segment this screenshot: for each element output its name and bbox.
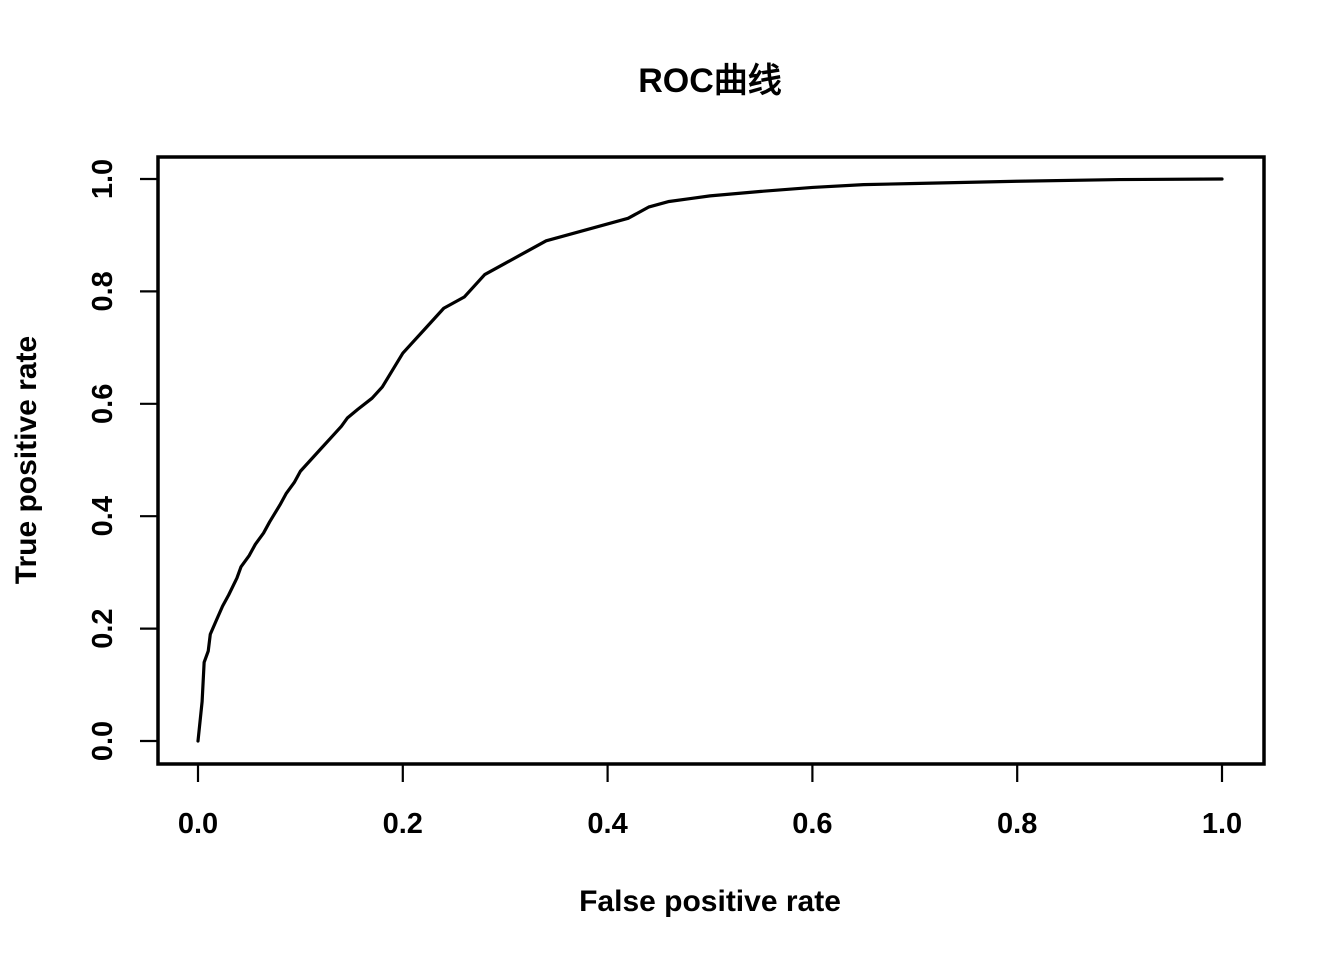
y-axis-label: True positive rate [10,336,43,584]
y-axis: 0.0 0.2 0.4 0.6 0.8 1.0 [87,159,158,761]
plot-frame [156,155,1266,766]
y-tick-label: 0.6 [87,384,119,424]
roc-curve-line [196,177,1224,743]
x-axis-label: False positive rate [579,885,841,918]
chart-title: ROC曲线 [638,62,782,100]
y-tick-label: 1.0 [87,159,119,199]
x-tick-label: 1.0 [1202,808,1242,840]
y-tick-label: 0.4 [87,496,119,536]
y-tick-label: 0.2 [87,608,119,648]
x-tick-label: 0.8 [997,808,1037,840]
x-axis: 0.0 0.2 0.4 0.6 0.8 1.0 [178,764,1242,840]
y-tick-label: 0.0 [87,721,119,761]
x-tick-label: 0.2 [383,808,423,840]
x-tick-label: 0.0 [178,808,218,840]
x-tick-label: 0.4 [587,808,627,840]
y-tick-label: 0.8 [87,271,119,311]
x-tick-label: 0.6 [792,808,832,840]
